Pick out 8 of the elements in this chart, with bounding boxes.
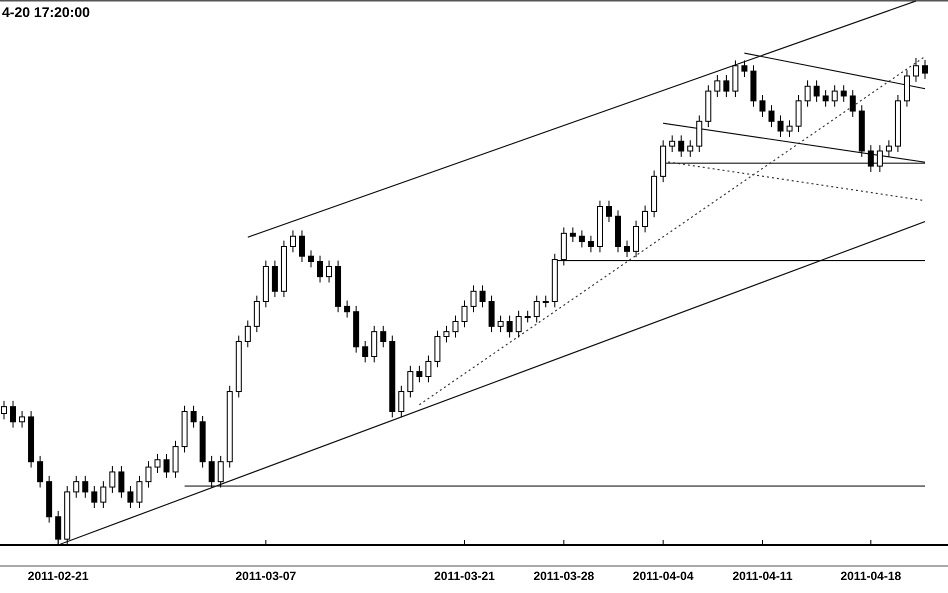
x-tick-label: 2011-04-11 bbox=[732, 569, 793, 583]
x-tick-label: 2011-04-04 bbox=[632, 569, 694, 583]
x-tick-label: 2011-03-21 bbox=[434, 569, 496, 583]
x-tick-label: 2011-03-07 bbox=[235, 569, 297, 583]
x-tick-label: 2011-04-18 bbox=[840, 569, 902, 583]
x-tick-label: 2011-03-28 bbox=[533, 569, 595, 583]
x-tick-label: 2011-02-21 bbox=[28, 569, 89, 583]
text: 4-20 17:20:00 bbox=[2, 4, 90, 20]
